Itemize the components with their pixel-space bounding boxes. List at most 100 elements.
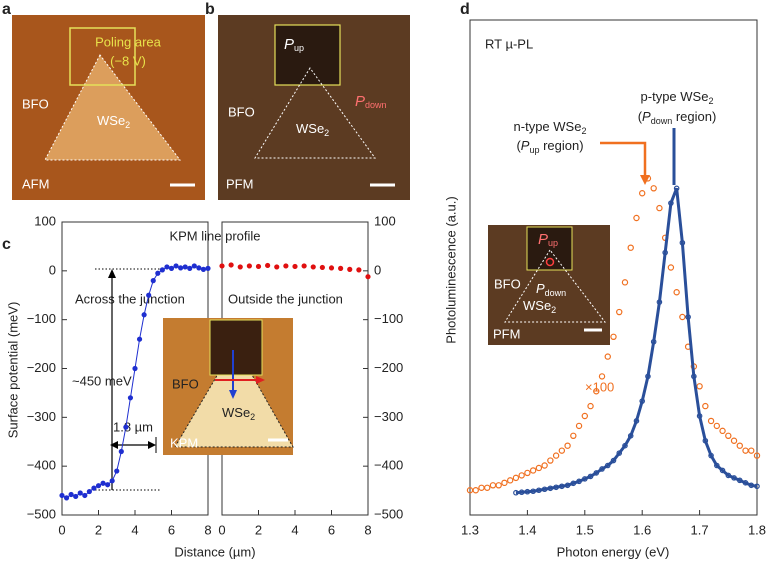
data-point	[77, 490, 83, 496]
data-point	[725, 472, 732, 479]
data-point	[575, 422, 583, 430]
data-point	[673, 289, 680, 296]
data-point	[536, 487, 542, 494]
x-tick-label: 0	[218, 522, 225, 537]
x-tick-label: 1.5	[576, 522, 594, 537]
y-tick-label: −500	[27, 506, 56, 521]
data-point	[650, 338, 657, 345]
data-point	[338, 265, 344, 271]
text: WSe	[222, 405, 250, 420]
data-point	[150, 278, 156, 284]
data-point	[610, 333, 617, 340]
y-tick-label: 100	[34, 213, 56, 228]
text: P	[538, 231, 548, 248]
annotation: PFM	[493, 326, 520, 341]
text: (	[516, 138, 521, 153]
x-tick-label: 8	[204, 522, 211, 537]
data-point	[691, 373, 697, 380]
text: P	[536, 281, 545, 296]
arrowhead	[229, 390, 237, 399]
data-point	[650, 185, 657, 192]
x-tick-label: 4	[291, 522, 298, 537]
annotation: ~450 meV	[72, 373, 132, 388]
x-tick-label: 2	[255, 522, 262, 537]
data-point	[564, 442, 571, 449]
text: (	[638, 109, 643, 124]
data-point	[68, 491, 74, 498]
data-point	[713, 422, 721, 430]
data-point	[599, 466, 605, 472]
text: up	[548, 238, 558, 248]
annotation: WSe2	[97, 113, 130, 130]
data-point	[627, 244, 634, 251]
data-point	[730, 437, 738, 444]
arrowhead	[148, 441, 156, 449]
data-point	[219, 263, 225, 269]
annotation: Pup	[538, 231, 558, 248]
data-point	[696, 413, 703, 419]
kpm-inset: BFO WSe2 KPM	[163, 318, 294, 455]
data-point	[132, 365, 138, 372]
y-tick-label: −400	[27, 458, 56, 473]
text: 2	[708, 96, 713, 106]
data-point	[228, 262, 234, 268]
panel-label: a	[2, 1, 11, 18]
data-point	[748, 482, 755, 489]
data-point	[246, 263, 252, 269]
panel-label: b	[205, 1, 215, 18]
y-tick-label: −400	[374, 458, 403, 473]
data-point	[265, 262, 271, 269]
data-point	[501, 479, 508, 487]
data-point	[524, 488, 531, 495]
x-tick-label: 8	[364, 522, 371, 537]
y-tick-label: −100	[374, 311, 403, 326]
data-point	[576, 478, 582, 485]
data-point	[696, 383, 703, 390]
data-point	[495, 482, 502, 489]
data-point	[570, 432, 577, 439]
x-tick-label: 1.7	[691, 522, 709, 537]
data-point	[73, 493, 79, 500]
annotation: Across the junction	[75, 291, 185, 306]
data-point	[587, 473, 594, 480]
annotation: Pdown	[355, 93, 387, 110]
data-point	[702, 402, 709, 410]
data-point	[489, 482, 497, 489]
x-tick-label: 1.3	[461, 522, 479, 537]
data-point	[736, 477, 743, 484]
annotation: Outside the junction	[228, 291, 343, 306]
data-point	[748, 447, 755, 454]
data-point	[196, 265, 202, 271]
data-point	[581, 412, 589, 420]
data-point	[292, 263, 298, 270]
text: 2	[324, 128, 329, 138]
data-point	[123, 424, 129, 430]
data-point	[541, 486, 548, 493]
y-axis-label: Surface potential (meV)	[5, 302, 20, 439]
annotation: 1.8 µm	[113, 419, 153, 434]
text: WSe	[523, 298, 551, 313]
text: P	[521, 138, 530, 153]
data-point	[685, 314, 691, 320]
data-point	[155, 270, 161, 276]
text: region)	[672, 109, 716, 124]
data-point	[679, 239, 686, 246]
data-point	[127, 395, 134, 401]
data-point	[731, 475, 737, 481]
annotation: BFO	[172, 376, 199, 391]
data-point	[255, 263, 262, 270]
text: P	[284, 36, 294, 53]
y-tick-label: −300	[374, 409, 403, 424]
poling-box	[526, 226, 573, 271]
data-point	[644, 175, 652, 182]
data-point	[63, 495, 70, 501]
data-point	[604, 462, 611, 469]
data-point	[633, 214, 640, 222]
annotation: p-type WSe2	[641, 89, 714, 106]
text: 2	[581, 126, 586, 136]
annotation: BFO	[228, 104, 255, 119]
data-point	[702, 437, 709, 444]
data-point	[205, 265, 211, 271]
data-point	[754, 483, 760, 490]
annotation: WSe2	[296, 121, 329, 138]
